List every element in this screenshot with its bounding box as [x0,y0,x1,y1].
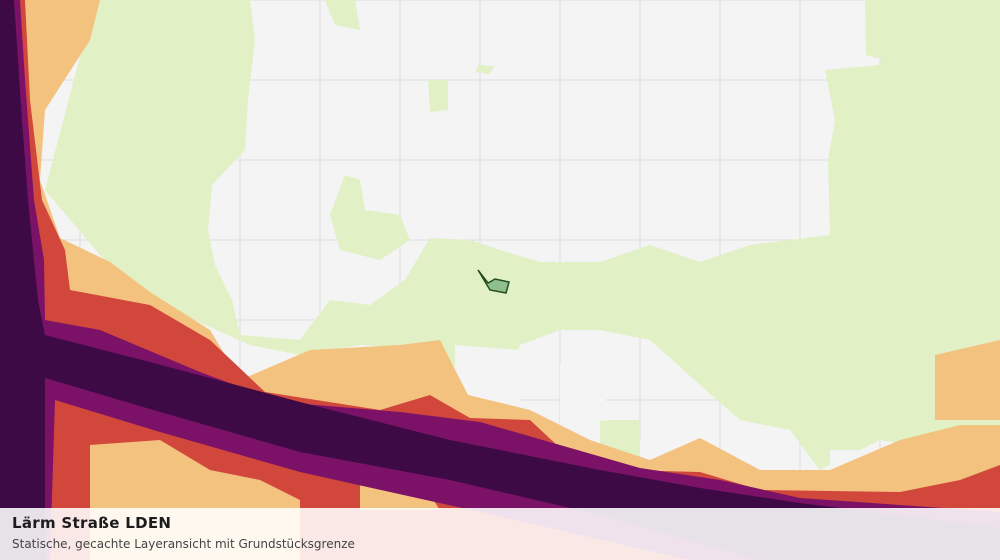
noise-area [325,0,360,30]
noise-area [476,65,494,74]
noise-area [330,175,410,260]
caption-subtitle: Statische, gecachte Layeransicht mit Gru… [12,537,355,551]
noise-area [935,340,1000,420]
caption-title: Lärm Straße LDEN [12,514,172,532]
noise-area [865,0,890,60]
noise-area [45,0,1000,500]
caption-panel: Lärm Straße LDEN Statische, gecachte Lay… [0,508,1000,560]
quiet-area [455,345,520,410]
quiet-area [560,365,610,425]
noise-area [428,80,448,112]
parcel-boundary[interactable] [477,269,510,294]
